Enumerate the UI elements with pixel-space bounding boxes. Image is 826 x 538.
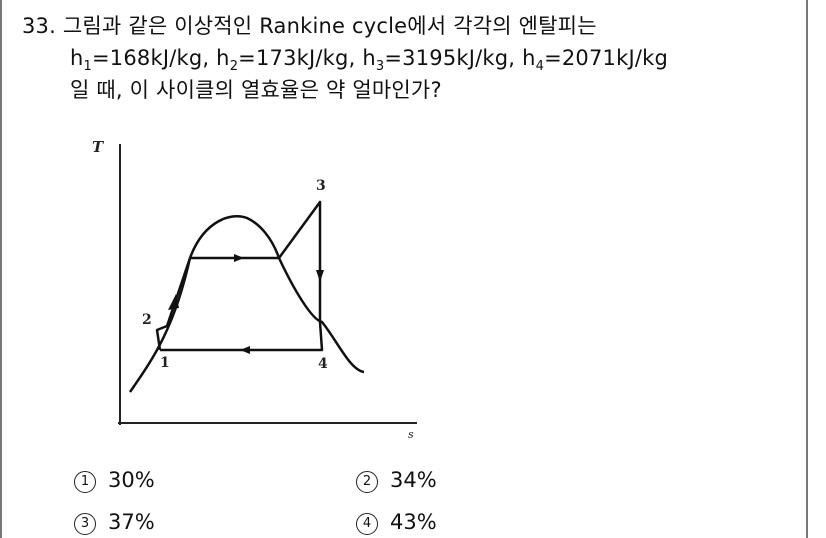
- h1-subscript: 1: [83, 59, 92, 74]
- answer-choice-3[interactable]: 3 37%: [74, 509, 155, 535]
- point-label-3: 3: [316, 178, 326, 194]
- expansion-arrow: [316, 270, 324, 282]
- choice-4-text: 43%: [390, 510, 437, 534]
- point-label-2: 2: [142, 312, 152, 328]
- question-stem-text: 그림과 같은 이상적인 Rankine cycle에서 각각의 엔탈피는: [62, 14, 597, 38]
- h2-subscript: 2: [229, 59, 239, 74]
- condensation-arrow: [240, 346, 250, 354]
- t-axis-label: T: [92, 138, 105, 156]
- s-axis-label: s: [408, 428, 414, 440]
- h2-symbol: h: [216, 46, 230, 70]
- saturation-dome: [128, 214, 365, 393]
- answer-choice-2[interactable]: 2 34%: [356, 467, 437, 493]
- h1-value: =168kJ/kg,: [92, 46, 210, 70]
- page-border-right: [806, 0, 808, 538]
- ts-diagram: T s 1 2 3 4: [92, 138, 417, 440]
- h4-subscript: 4: [535, 59, 545, 74]
- h3-symbol: h: [362, 46, 376, 70]
- choice-3-marker: 3: [74, 513, 96, 535]
- point-label-4: 4: [318, 356, 328, 372]
- h3-subscript: 3: [375, 59, 385, 74]
- choice-2-text: 34%: [390, 468, 437, 492]
- question-ask-text: 일 때, 이 사이클의 열효율은 약 얼마인가?: [70, 78, 442, 102]
- evaporation-arrow: [234, 254, 244, 262]
- h3-value: =3195kJ/kg,: [384, 46, 516, 70]
- choice-1-marker: 1: [74, 471, 96, 493]
- h1-symbol: h: [70, 46, 84, 70]
- choice-4-marker: 4: [356, 513, 378, 535]
- h4-value: =2071kJ/kg: [544, 46, 669, 70]
- h4-symbol: h: [522, 46, 536, 70]
- question-line-3: 일 때, 이 사이클의 열효율은 약 얼마인가?: [70, 77, 442, 103]
- choice-2-marker: 2: [356, 471, 378, 493]
- point-label-1: 1: [160, 355, 170, 371]
- choice-1-text: 30%: [108, 468, 155, 492]
- heating-arrow: [168, 294, 179, 310]
- page-border-left: [0, 0, 2, 538]
- h2-value: =173kJ/kg,: [238, 46, 356, 70]
- answer-choice-1[interactable]: 1 30%: [74, 467, 155, 493]
- answer-choice-4[interactable]: 4 43%: [356, 509, 437, 535]
- rankine-cycle-path: [155, 200, 324, 352]
- question-line-2: h1=168kJ/kg, h2=173kJ/kg, h3=3195kJ/kg, …: [70, 45, 668, 75]
- question-line-1: 33. 그림과 같은 이상적인 Rankine cycle에서 각각의 엔탈피는: [22, 13, 597, 39]
- question-number: 33.: [22, 14, 56, 38]
- choice-3-text: 37%: [108, 510, 155, 534]
